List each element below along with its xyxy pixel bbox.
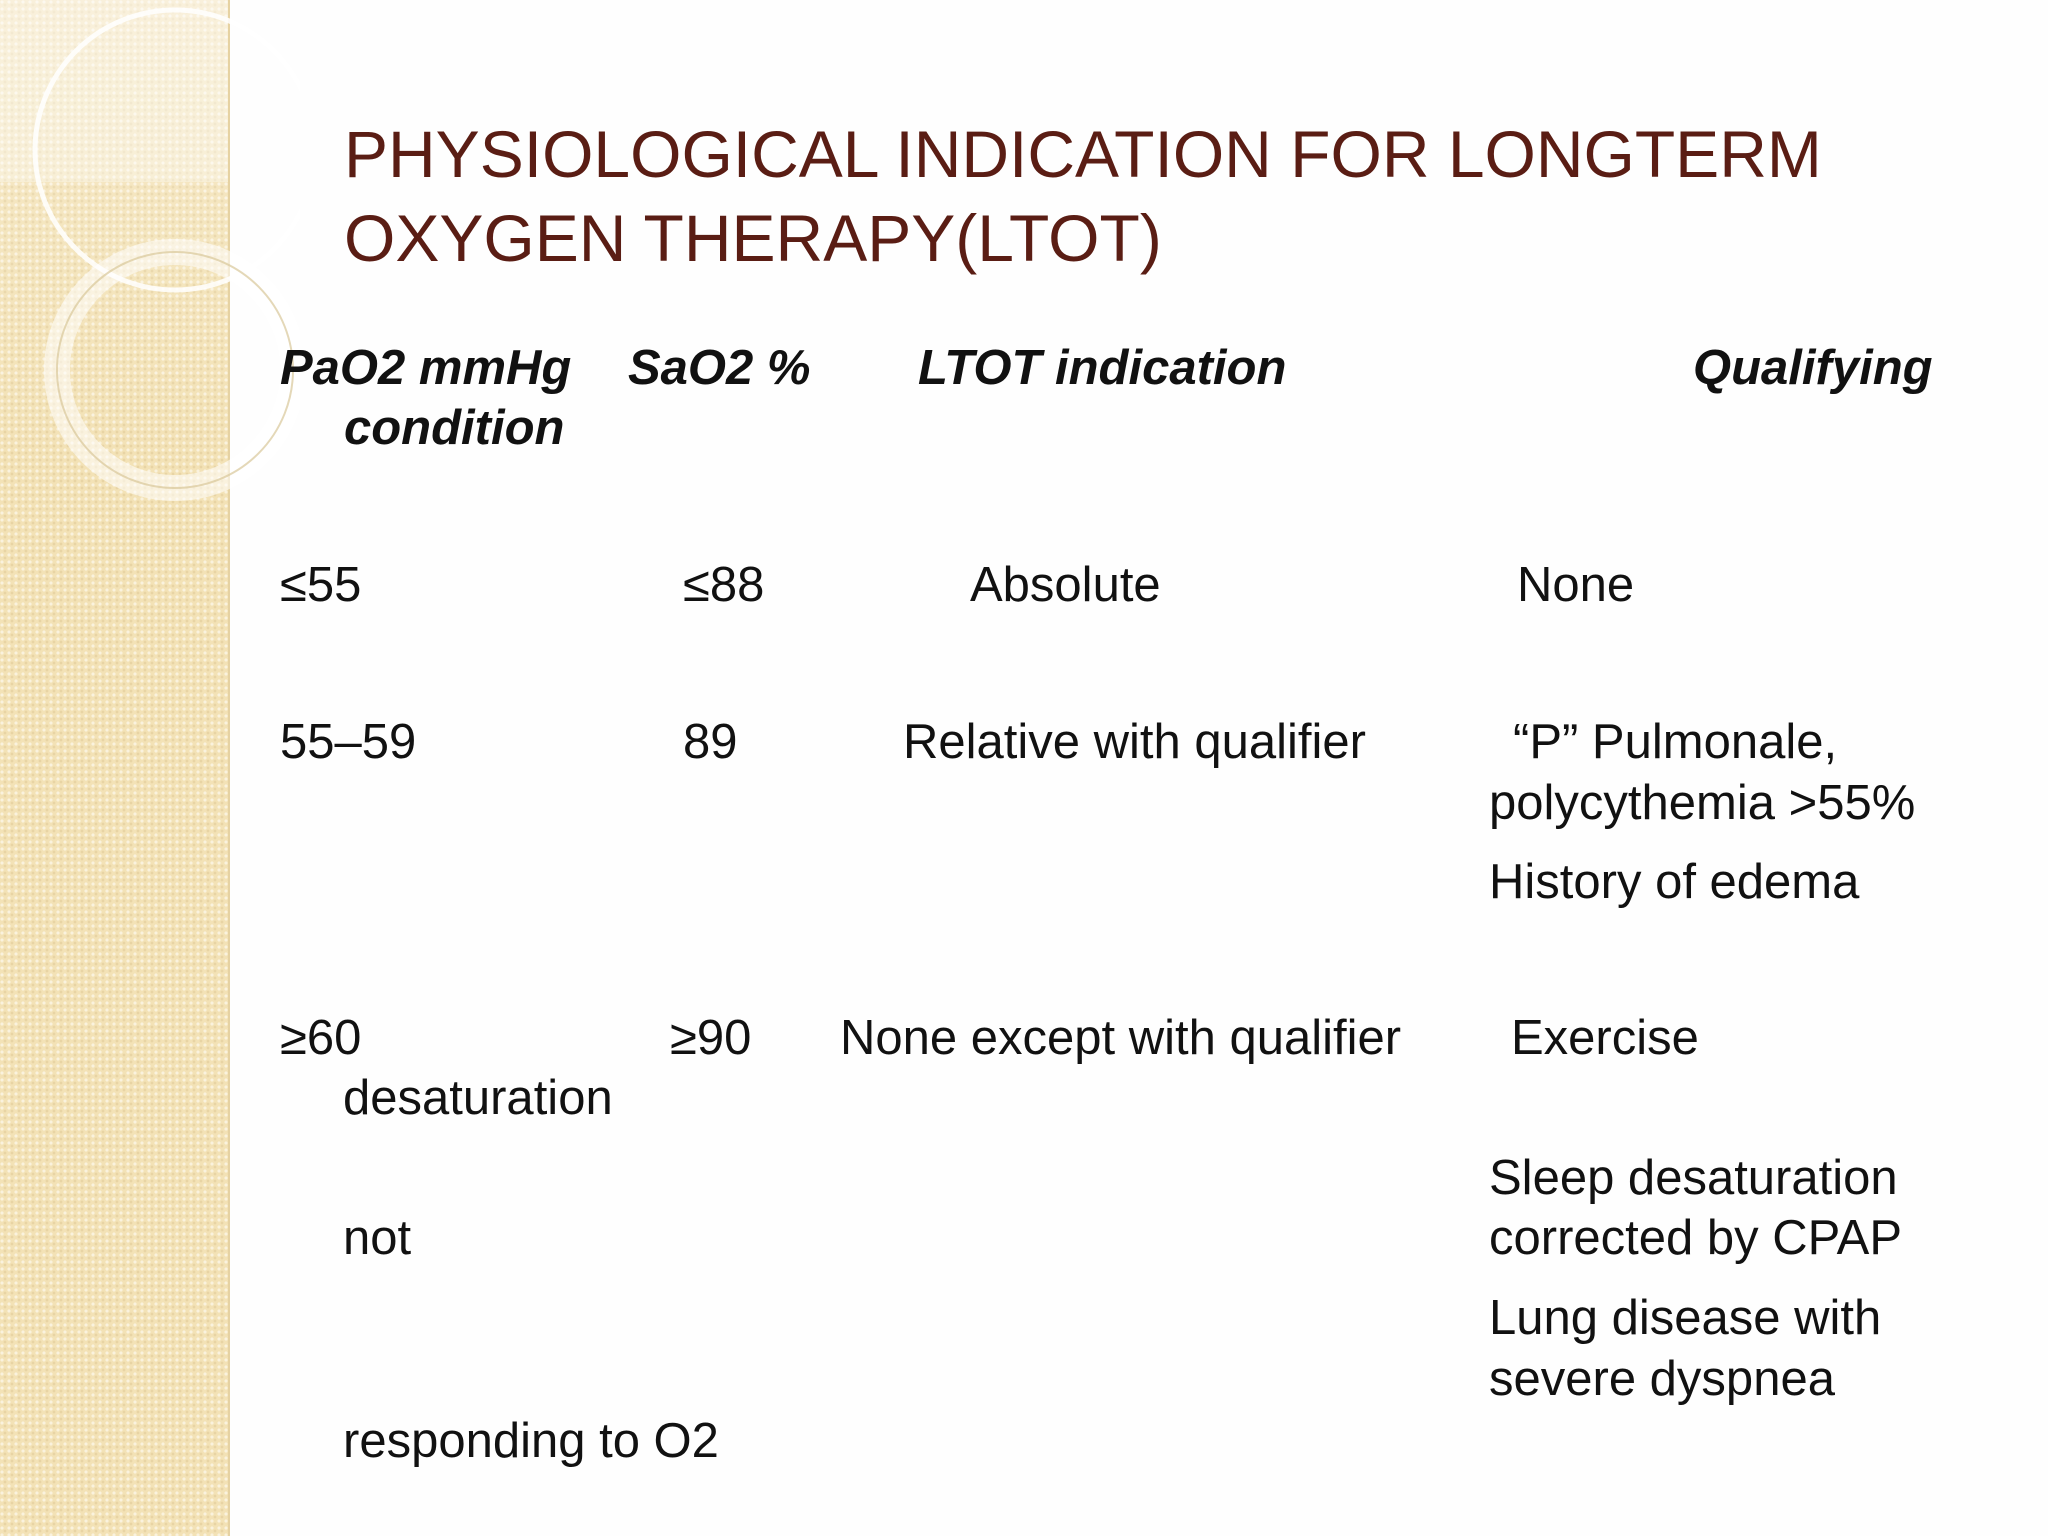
slide-title-line-2: OXYGEN THERAPY(LTOT) xyxy=(344,201,1162,275)
row-2-pao2: 55–59 xyxy=(280,715,417,769)
thick-ring xyxy=(44,239,300,501)
header-condition: condition xyxy=(344,401,565,455)
row-1-sao2: ≤88 xyxy=(683,558,765,612)
row-1-pao2: ≤55 xyxy=(280,558,362,612)
header-ltot-indication: LTOT indication xyxy=(918,341,1287,395)
row-2-qualifying-line-3: History of edema xyxy=(1489,855,1860,909)
row-2-ltot: Relative with qualifier xyxy=(903,715,1366,769)
row-3-qualifying-line-5: corrected by CPAP xyxy=(1489,1211,1903,1265)
row-3-qualifying-line-2: desaturation xyxy=(343,1071,613,1125)
row-3-qualifying-line-4: not xyxy=(343,1211,412,1265)
row-2-qualifying-line-2: polycythemia >55% xyxy=(1489,776,1916,830)
row-2-sao2: 89 xyxy=(683,715,738,769)
header-qualifying: Qualifying xyxy=(1693,341,1933,395)
row-3-qualifying-line-7: severe dyspnea xyxy=(1489,1352,1835,1406)
top-light-panel xyxy=(0,0,228,182)
decorative-rings xyxy=(0,0,300,501)
thick-ring-edge xyxy=(56,251,294,489)
row-3-ltot: None except with qualifier xyxy=(840,1011,1402,1065)
row-3-qualifying-line-6: Lung disease with xyxy=(1489,1291,1882,1345)
row-2-qualifying-line-1: “P” Pulmonale, xyxy=(1513,715,1838,769)
slide-title: PHYSIOLOGICAL INDICATION FOR LONGTERM OX… xyxy=(344,112,1822,280)
header-sao2: SaO2 % xyxy=(628,341,811,395)
row-3-sao2: ≥90 xyxy=(670,1011,752,1065)
row-3-pao2: ≥60 xyxy=(280,1011,362,1065)
slide-title-line-1: PHYSIOLOGICAL INDICATION FOR LONGTERM xyxy=(344,117,1822,191)
row-3-qualifying-line-1: Exercise xyxy=(1511,1011,1699,1065)
row-3-qualifying-line-8: responding to O2 xyxy=(343,1414,719,1468)
row-3-qualifying-line-3: Sleep desaturation xyxy=(1489,1151,1898,1205)
row-1-qualifying: None xyxy=(1517,558,1635,612)
large-ring xyxy=(32,7,300,293)
row-1-ltot: Absolute xyxy=(970,558,1161,612)
header-pao2: PaO2 mmHg xyxy=(280,341,572,395)
